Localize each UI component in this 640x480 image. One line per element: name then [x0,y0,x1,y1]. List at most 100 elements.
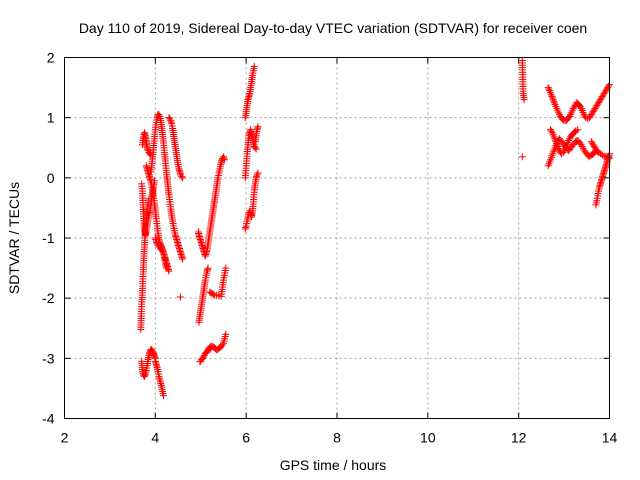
data-point [560,147,568,155]
data-point [179,174,187,182]
data-point [155,111,163,119]
data-point [178,173,186,181]
data-point [222,264,230,272]
data-point [176,293,184,301]
y-axis-label: SDTVAR / TECUs [6,182,22,294]
data-point [545,85,553,93]
data-point [553,139,561,147]
y-tick-label: -3 [42,350,55,366]
data-point [544,84,552,92]
data-point [158,246,166,254]
data-point [551,136,559,144]
data-point [547,91,555,99]
data-point [590,142,598,150]
x-tick-label: 14 [602,430,618,446]
data-point [594,100,602,108]
data-point [596,150,604,158]
data-point [549,96,557,104]
data-point [552,138,560,146]
data-point [204,264,212,272]
data-point [144,147,152,155]
data-point [576,139,584,147]
data-point [179,255,187,263]
data-point [556,111,564,119]
data-point [577,105,585,113]
data-point [549,94,557,102]
data-point [587,138,595,146]
data-point [209,290,217,298]
data-point [604,153,612,161]
data-point [220,156,228,164]
data-point [565,114,573,122]
data-point [580,111,588,119]
data-point [570,103,578,111]
data-point [553,141,561,149]
data-point [156,243,164,251]
data-point [199,353,207,361]
data-point [576,103,584,111]
data-point [154,241,162,249]
data-point [597,94,605,102]
data-point [595,149,603,157]
data-point [253,171,261,179]
data-point [218,341,226,349]
data-point [177,171,185,179]
data-point [588,109,596,117]
data-point [605,82,613,90]
data-point [199,354,207,362]
data-point [162,264,170,272]
y-tick-label: 0 [47,170,55,186]
data-point [604,84,612,92]
data-point [520,96,528,104]
data-point [595,99,603,107]
data-point [200,351,208,359]
data-point [165,114,173,122]
y-tick-label: -1 [42,230,55,246]
data-point [602,87,610,95]
x-axis-label: GPS time / hours [280,457,387,473]
data-point [518,153,526,161]
data-point [166,115,174,123]
data-point [565,137,573,145]
data-point [589,108,597,116]
x-tick-label: 2 [61,430,69,446]
data-point [559,149,567,157]
y-tick-label: -4 [42,411,55,427]
data-point [598,151,606,159]
data-point [576,102,584,110]
data-point [566,112,574,120]
data-point [566,111,574,119]
data-point [148,345,156,353]
data-point [590,106,598,114]
data-point [197,357,205,365]
chart-title: Day 110 of 2019, Sidereal Day-to-day VTE… [79,20,587,36]
data-point [254,169,262,177]
data-point [250,63,258,71]
data-point [550,99,558,107]
x-tick-label: 6 [242,430,250,446]
data-point [566,135,574,143]
x-tick-label: 10 [420,430,436,446]
data-point [586,112,594,120]
data-point [591,105,599,113]
y-tick-label: 2 [47,50,55,66]
data-point [593,147,601,155]
data-point [252,145,260,153]
data-point [548,92,556,100]
data-point [574,126,582,134]
data-point [601,88,609,96]
data-point [222,330,230,338]
data-point [577,141,585,149]
data-point [570,129,578,137]
data-point [586,114,594,122]
data-point [159,247,167,255]
data-point [546,126,554,134]
x-tick-label: 12 [511,430,527,446]
points-layer [137,57,613,400]
data-point [551,135,559,143]
data-point [547,127,555,135]
data-point [555,109,563,117]
data-point [569,105,577,113]
